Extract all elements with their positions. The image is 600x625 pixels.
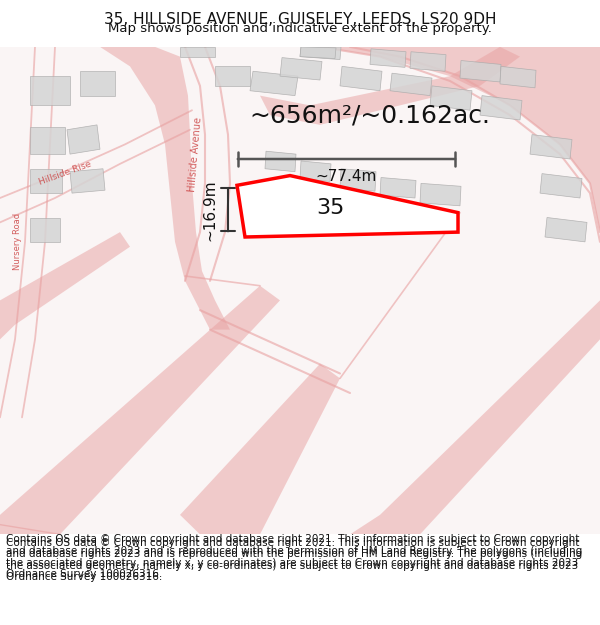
Polygon shape <box>340 66 382 91</box>
Polygon shape <box>430 86 472 110</box>
Polygon shape <box>350 301 600 534</box>
Polygon shape <box>340 169 376 191</box>
Polygon shape <box>480 96 522 120</box>
Polygon shape <box>80 71 115 96</box>
Polygon shape <box>500 66 536 88</box>
Polygon shape <box>215 66 250 86</box>
Polygon shape <box>30 169 62 193</box>
Polygon shape <box>530 134 572 159</box>
Text: Hillside Rise: Hillside Rise <box>38 160 92 188</box>
Polygon shape <box>237 176 458 237</box>
Polygon shape <box>380 177 416 198</box>
Polygon shape <box>0 232 130 339</box>
Polygon shape <box>180 364 340 534</box>
Polygon shape <box>67 125 100 154</box>
Text: 35: 35 <box>316 198 344 217</box>
Polygon shape <box>545 217 587 242</box>
Polygon shape <box>30 217 60 242</box>
Polygon shape <box>420 183 461 206</box>
Text: ~77.4m: ~77.4m <box>316 169 377 184</box>
Polygon shape <box>250 71 298 96</box>
Text: Contains OS data © Crown copyright and database right 2021. This information is : Contains OS data © Crown copyright and d… <box>6 534 582 579</box>
Text: 35, HILLSIDE AVENUE, GUISELEY, LEEDS, LS20 9DH: 35, HILLSIDE AVENUE, GUISELEY, LEEDS, LS… <box>104 12 496 27</box>
Polygon shape <box>180 47 215 57</box>
Polygon shape <box>370 49 406 68</box>
Polygon shape <box>320 47 600 232</box>
Polygon shape <box>390 73 432 96</box>
Text: Contains OS data © Crown copyright and database right 2021. This information is : Contains OS data © Crown copyright and d… <box>6 538 582 582</box>
Polygon shape <box>265 151 296 172</box>
Polygon shape <box>460 61 501 82</box>
Polygon shape <box>280 58 322 80</box>
Text: Hillside Avenue: Hillside Avenue <box>187 116 203 192</box>
Polygon shape <box>70 169 105 193</box>
Polygon shape <box>100 47 230 329</box>
Polygon shape <box>410 52 446 71</box>
Polygon shape <box>0 286 280 534</box>
Polygon shape <box>300 47 336 59</box>
Text: Nursery Road: Nursery Road <box>13 213 23 271</box>
Polygon shape <box>300 161 331 181</box>
Polygon shape <box>30 76 70 106</box>
Text: ~16.9m: ~16.9m <box>203 179 218 241</box>
Polygon shape <box>30 127 65 154</box>
Text: ~656m²/~0.162ac.: ~656m²/~0.162ac. <box>250 103 491 127</box>
Polygon shape <box>260 47 520 125</box>
Polygon shape <box>540 174 582 198</box>
Text: Map shows position and indicative extent of the property.: Map shows position and indicative extent… <box>108 22 492 35</box>
Polygon shape <box>300 47 341 59</box>
